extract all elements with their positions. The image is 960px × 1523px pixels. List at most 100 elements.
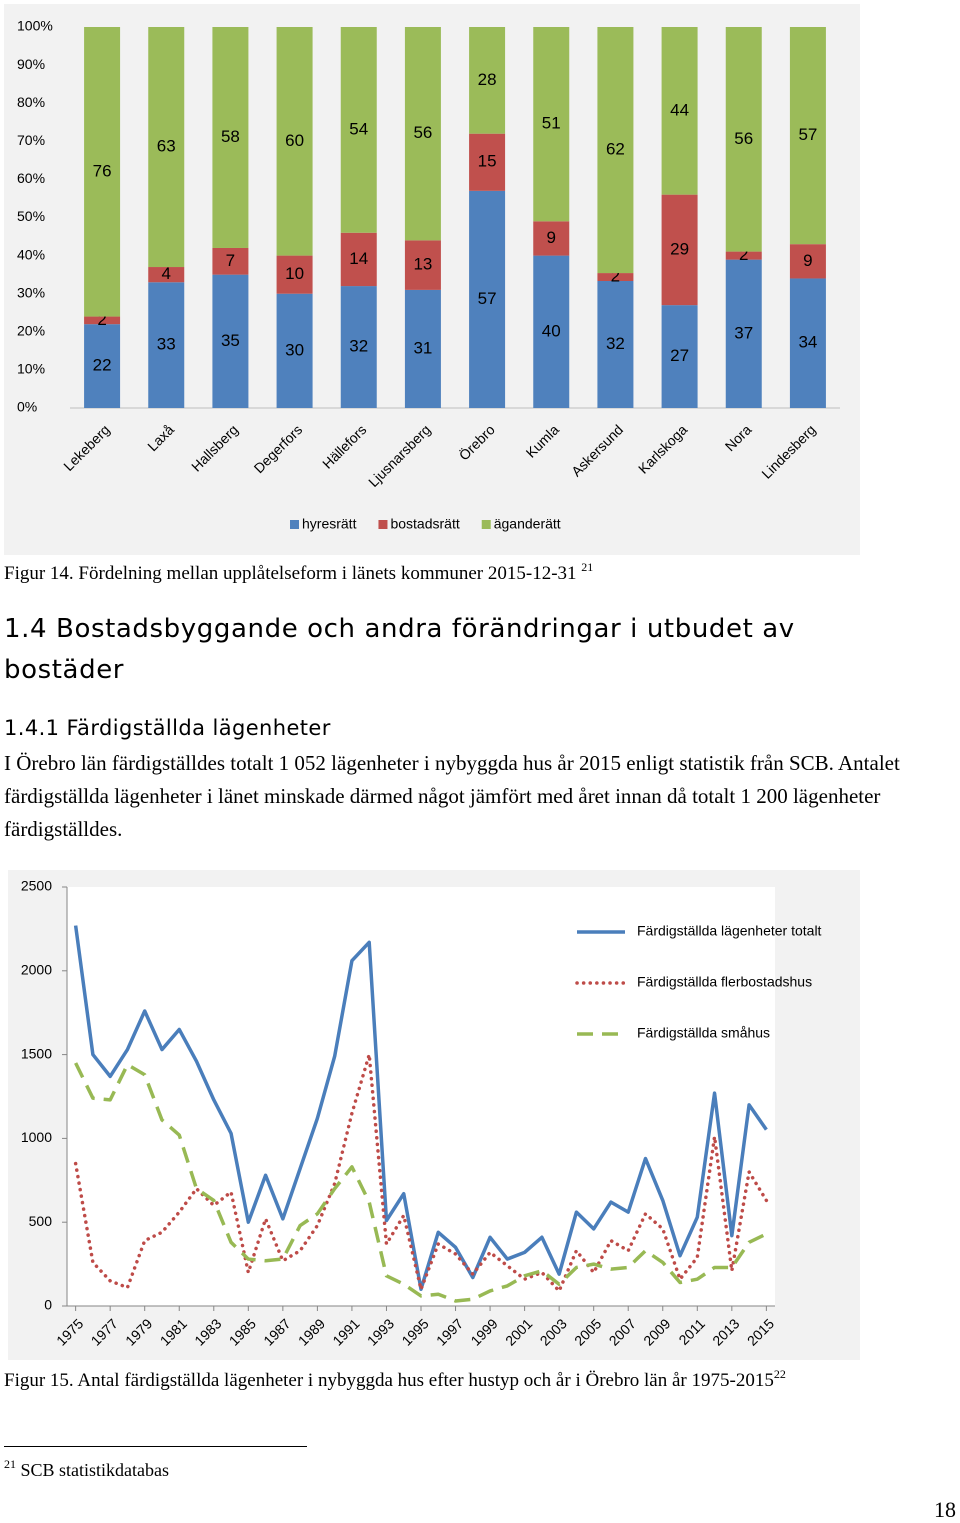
data-label: 34 — [798, 333, 817, 352]
paragraph: I Örebro län färdigställdes totalt 1 052… — [4, 751, 900, 841]
bar-segment — [212, 274, 249, 408]
data-label: 2 — [739, 245, 748, 264]
y-tick-label: 1500 — [21, 1045, 52, 1061]
bar-segment — [661, 27, 698, 195]
data-label: 57 — [798, 125, 817, 144]
bar-segment — [84, 27, 121, 317]
data-label: 14 — [349, 249, 368, 268]
data-label: 28 — [478, 70, 497, 89]
series-line — [74, 1062, 768, 1303]
y-tick-label: 2000 — [21, 962, 52, 978]
bar-segment — [725, 27, 762, 252]
data-label: 51 — [542, 114, 561, 133]
bar-segment — [404, 27, 441, 241]
series-line — [73, 1052, 769, 1293]
data-label: 32 — [349, 337, 368, 356]
data-label: 44 — [670, 100, 689, 119]
data-label: 62 — [606, 140, 625, 159]
footnote-number: 21 — [4, 1457, 16, 1471]
data-label: 58 — [221, 127, 240, 146]
bar-segment — [276, 27, 313, 256]
data-label: 40 — [542, 321, 561, 340]
bar-segment — [533, 27, 570, 222]
bar-segment — [276, 255, 313, 294]
data-label: 76 — [93, 161, 112, 180]
legend-label: Färdigställda flerbostadshus — [637, 974, 812, 990]
y-tick-label: 500 — [29, 1213, 53, 1229]
data-label: 15 — [478, 152, 497, 171]
y-tick-label: 2500 — [21, 878, 52, 894]
footnote-text: SCB statistikdatabas — [20, 1460, 170, 1480]
bar-segment — [597, 273, 634, 281]
data-label: 32 — [606, 334, 625, 353]
y-tick-label: 0% — [17, 399, 37, 415]
legend-label: hyresrätt — [302, 516, 357, 532]
bar-segment — [789, 27, 826, 245]
bar-segment — [212, 247, 249, 275]
data-label: 7 — [226, 251, 235, 270]
data-label: 31 — [413, 338, 432, 357]
bar-segment — [661, 194, 698, 306]
legend-label: Färdigställda småhus — [637, 1025, 770, 1041]
data-label: 57 — [478, 289, 497, 308]
legend-swatch — [290, 520, 299, 529]
y-tick-label: 60% — [17, 170, 45, 186]
plot-area — [67, 887, 775, 1306]
y-tick-label: 90% — [17, 56, 45, 72]
legend-label: äganderätt — [494, 516, 561, 532]
legend-label: bostadsrätt — [390, 516, 459, 532]
bar-segment — [725, 259, 762, 408]
bar-segment — [789, 244, 826, 279]
bar-segment — [469, 133, 506, 191]
data-label: 63 — [157, 136, 176, 155]
figure-caption: Figur 14. Fördelning mellan upplåtelsefo… — [4, 560, 593, 585]
bar-segment — [533, 255, 570, 408]
data-label: 37 — [734, 323, 753, 342]
data-label: 13 — [413, 255, 432, 274]
bar-segment — [212, 27, 249, 248]
data-label: 2 — [97, 310, 106, 329]
y-tick-label: 100% — [17, 18, 53, 34]
bar-segment — [533, 221, 570, 256]
y-tick-label: 10% — [17, 361, 45, 377]
bar-segment — [725, 251, 762, 260]
data-label: 33 — [157, 335, 176, 354]
y-tick-label: 80% — [17, 94, 45, 110]
footnote-rule — [4, 1446, 307, 1447]
bar-segment — [597, 281, 634, 408]
page-number: 18 — [934, 1497, 956, 1522]
data-label: 9 — [547, 228, 556, 247]
footnote: 21 SCB statistikdatabas — [4, 1457, 169, 1481]
bar-segment — [276, 293, 313, 408]
bar-segment — [597, 27, 634, 274]
bar-segment — [469, 190, 506, 408]
y-tick-label: 40% — [17, 246, 45, 262]
data-label: 29 — [670, 239, 689, 258]
y-tick-label: 50% — [17, 208, 45, 224]
legend-swatch — [481, 520, 491, 529]
bar-segment — [404, 240, 441, 290]
tenure-chart: 0%10%20%30%40%50%60%70%80%90%100%22276Le… — [4, 4, 860, 555]
bar-segment — [404, 289, 441, 408]
footnote-ref: 22 — [773, 1367, 786, 1381]
data-label: 30 — [285, 340, 304, 359]
series-line — [73, 925, 768, 1291]
bar-segment — [469, 27, 506, 134]
section-heading: 1.4 Bostadsbyggande och andra förändring… — [4, 614, 795, 685]
data-label: 4 — [162, 264, 171, 283]
figure-caption: Figur 15. Antal färdigställda lägenheter… — [4, 1367, 786, 1392]
bar-segment — [84, 324, 121, 408]
bar-segment — [340, 27, 377, 233]
bar-segment — [789, 278, 826, 408]
data-label: 2 — [611, 267, 620, 286]
data-label: 10 — [285, 264, 304, 283]
data-label: 22 — [93, 356, 112, 375]
caption-text: Figur 15. Antal färdigställda lägenheter… — [4, 1370, 774, 1391]
y-tick-label: 20% — [17, 323, 45, 339]
bar-segment — [84, 316, 121, 325]
bar-segment — [340, 232, 377, 287]
bar-segment — [661, 305, 698, 408]
data-label: 56 — [413, 123, 432, 142]
